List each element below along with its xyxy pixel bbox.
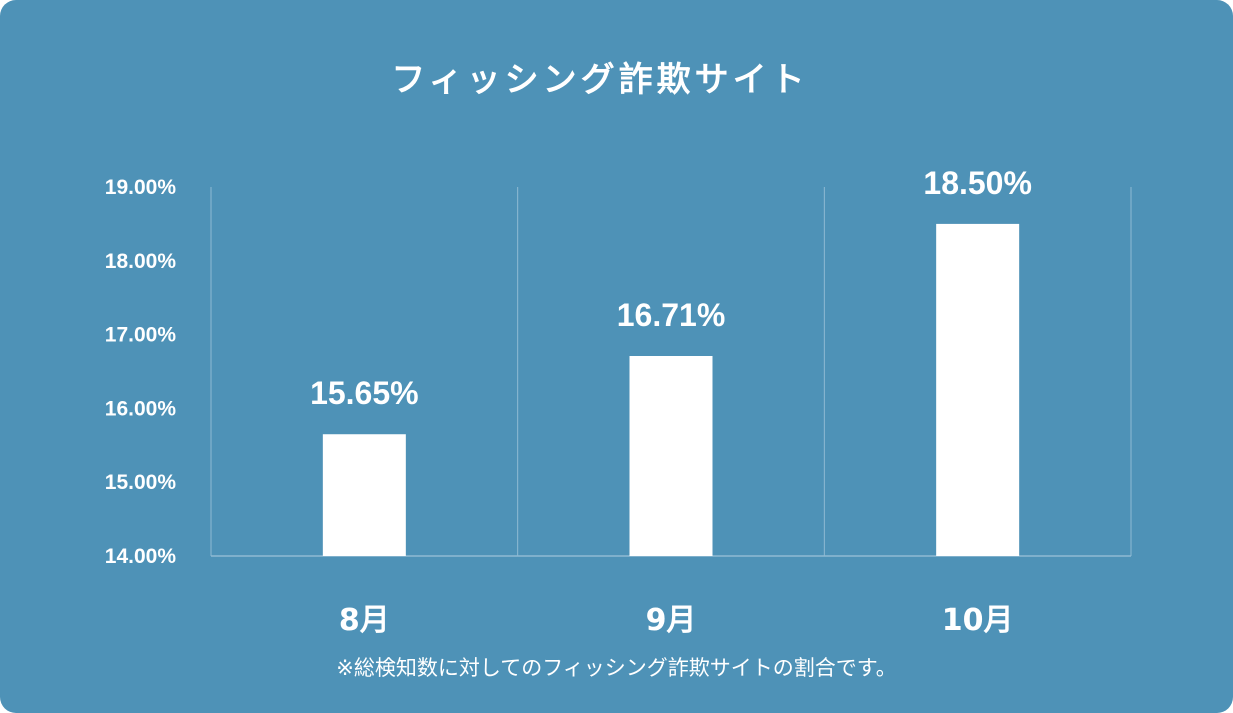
y-tick-label: 15.00% [105, 471, 177, 494]
bars [322, 223, 1020, 556]
x-axis-ticks: 8月 9月 10月 [339, 603, 1014, 638]
y-tick-label: 16.00% [105, 397, 177, 420]
y-axis-ticks: 14.00% 15.00% 16.00% 17.00% 18.00% 19.00% [105, 176, 177, 568]
y-tick-label: 19.00% [105, 176, 177, 199]
data-label: 16.71% [617, 297, 726, 333]
bar [936, 223, 1020, 556]
bar [322, 434, 406, 556]
y-tick-label: 18.00% [105, 250, 177, 273]
y-tick-label: 14.00% [105, 545, 177, 568]
data-label: 15.65% [310, 375, 419, 411]
x-tick-label: 10月 [942, 603, 1014, 638]
chart-footnote: ※総検知数に対してのフィッシング詐欺サイトの割合です。 [336, 656, 897, 680]
chart-title: フィッシング詐欺サイト [391, 60, 809, 100]
data-labels: 15.65% 16.71% 18.50% [310, 165, 1032, 411]
x-tick-label: 8月 [339, 603, 390, 638]
bar [629, 356, 713, 556]
y-tick-label: 17.00% [105, 324, 177, 347]
data-label: 18.50% [923, 165, 1032, 201]
x-tick-label: 9月 [646, 603, 697, 638]
